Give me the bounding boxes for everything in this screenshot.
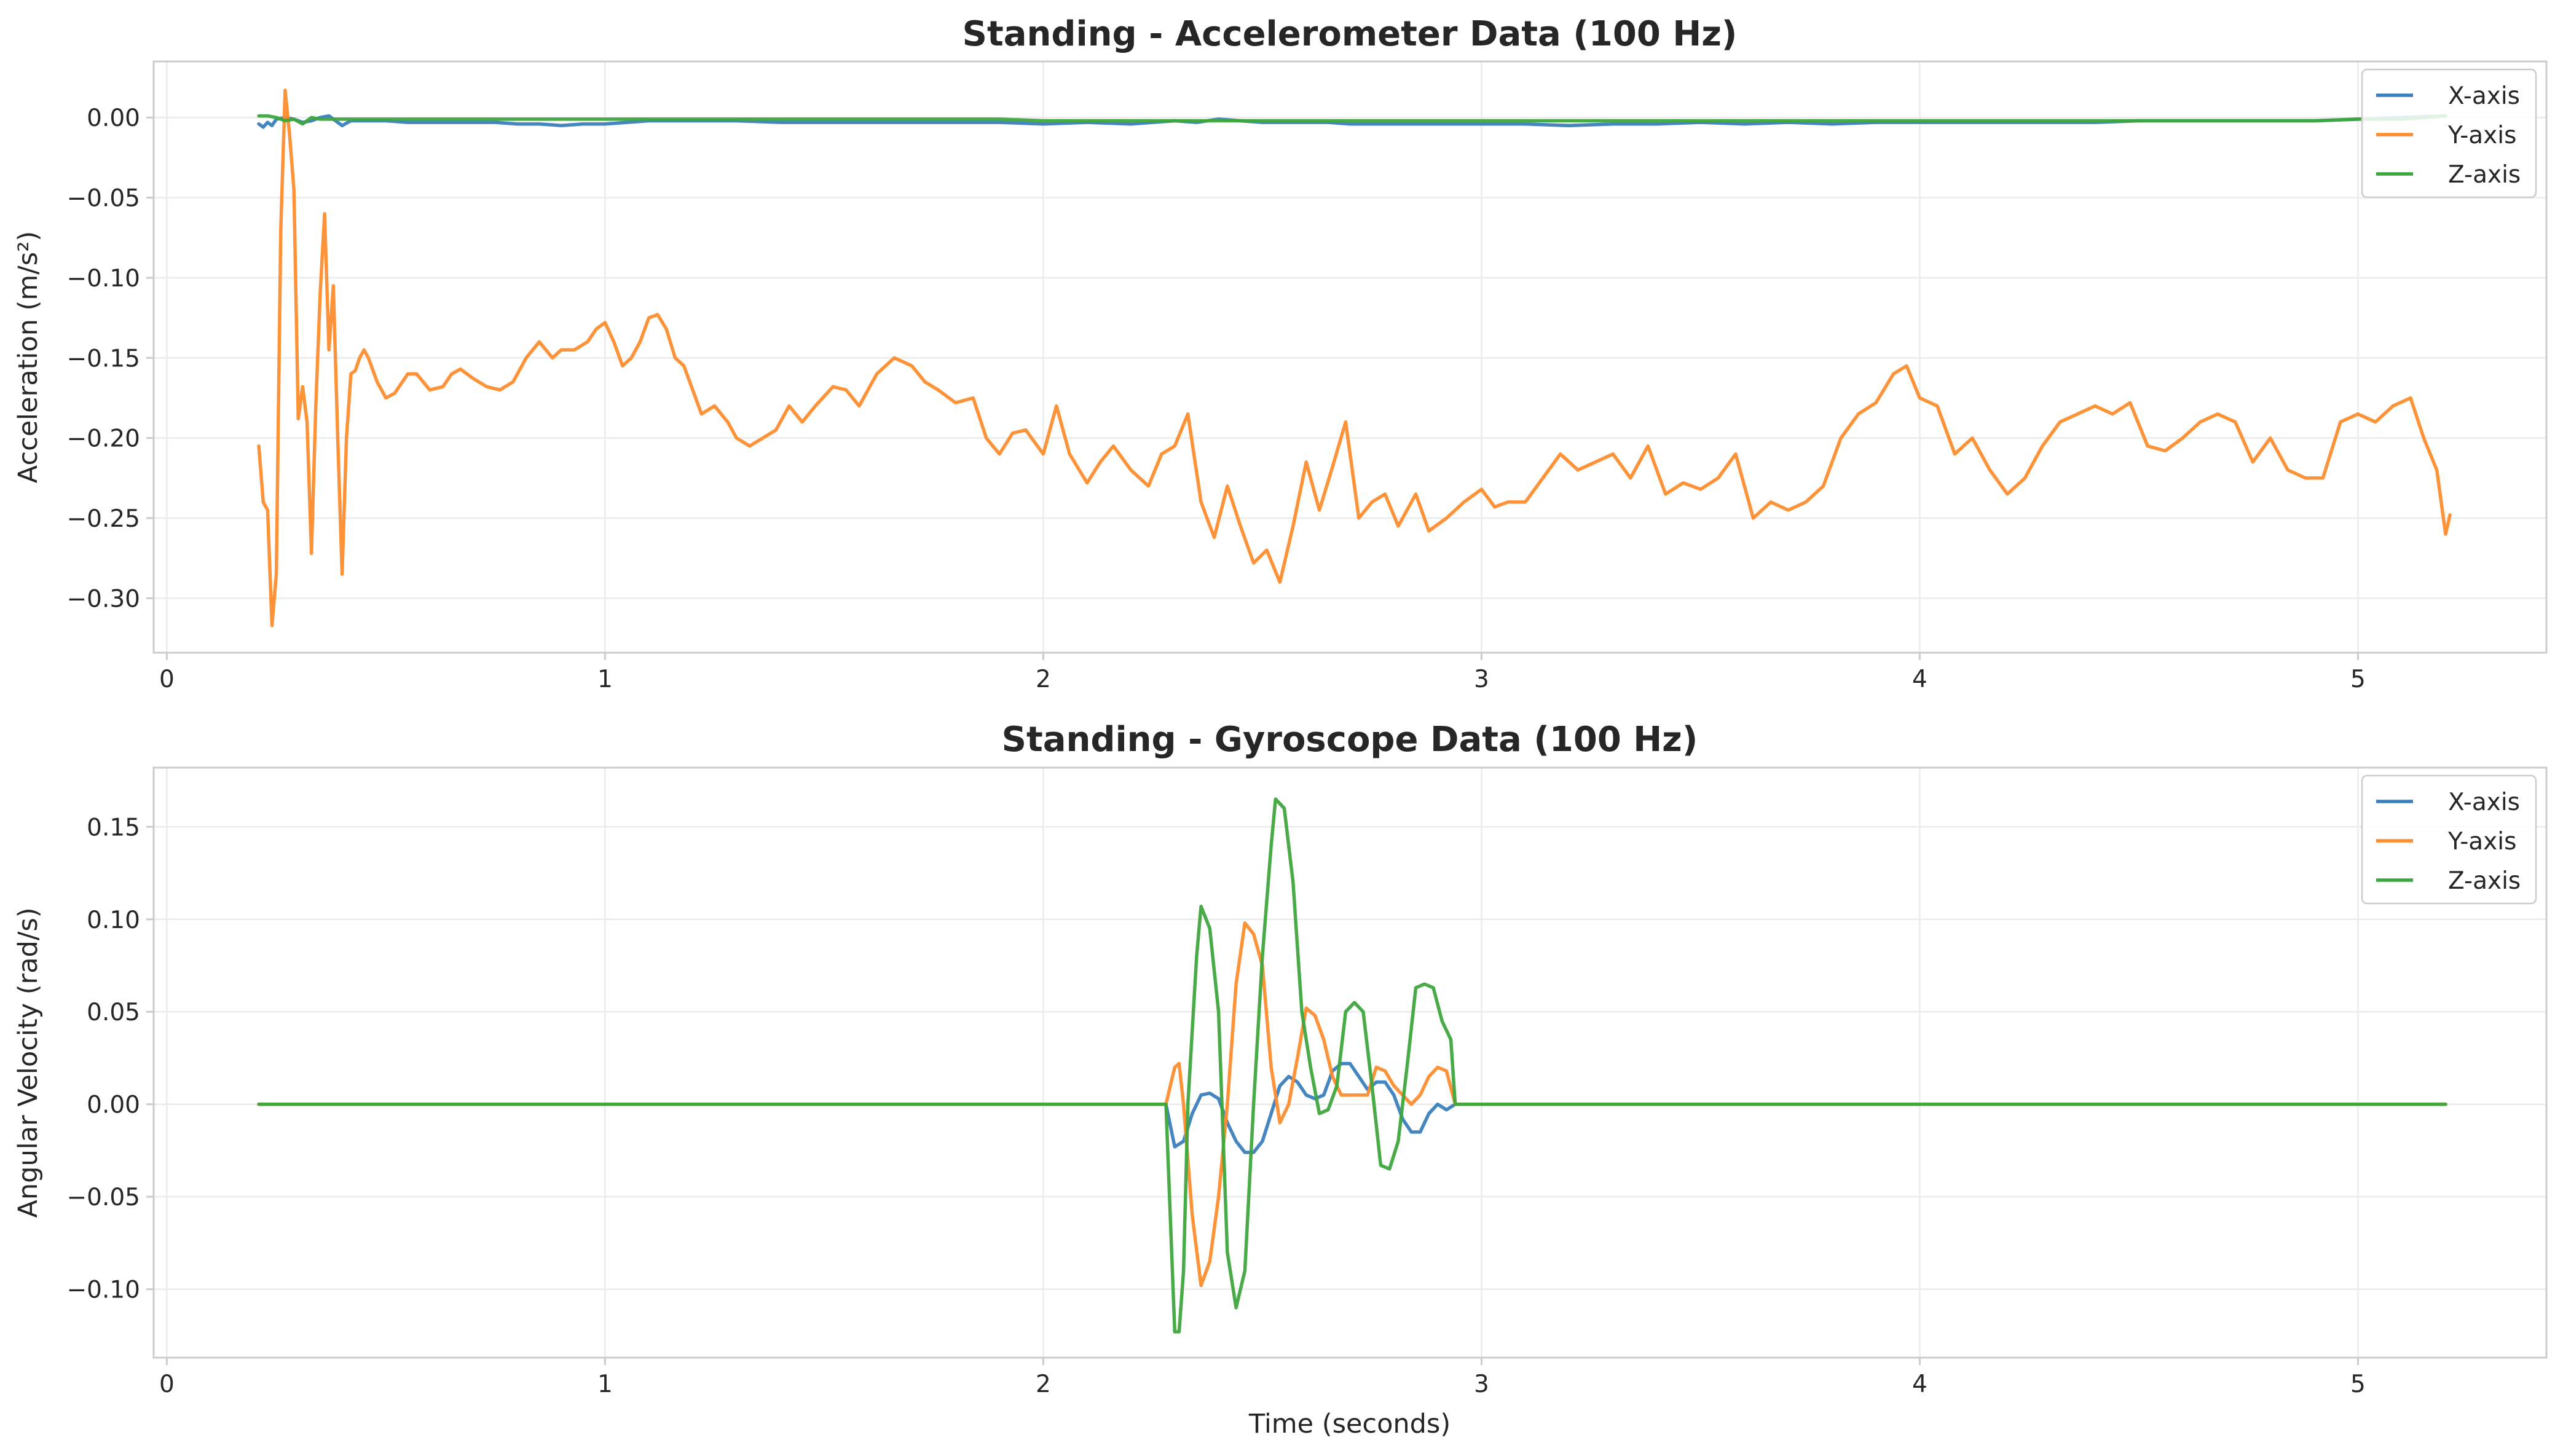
gyroscope-y-tick-label: −0.05 [66, 1184, 140, 1211]
gyroscope-x-tick-label: 4 [1912, 1371, 1927, 1398]
accelerometer-y-tick-label: −0.25 [66, 505, 140, 533]
accelerometer-grid [154, 61, 2546, 653]
gyroscope-plot-frame [152, 766, 2548, 1359]
accelerometer-y-tick-label: −0.10 [66, 265, 140, 293]
accelerometer-legend-label-z: Z-axis [2448, 161, 2521, 189]
gyroscope-x-tick-label: 3 [1474, 1371, 1489, 1398]
accelerometer-legend-label-x: X-axis [2448, 82, 2520, 110]
gyroscope-legend: X-axis Y-axis Z-axis [2361, 774, 2537, 905]
gyroscope-y-axis-label: Angular Velocity (rad/s) [13, 908, 44, 1218]
accelerometer-x-tick-label: 0 [159, 666, 175, 693]
accelerometer-x-tick-label: 5 [2350, 666, 2366, 693]
gyroscope-x-tick-label: 2 [1036, 1371, 1051, 1398]
accelerometer-ticks: 0 1 2 3 4 5 0.00 −0.05 −0.10 −0.15 −0.20 −0.25 −0.30 [66, 104, 2365, 693]
gyroscope-y-tick-label: 0.15 [87, 814, 140, 841]
accelerometer-legend: X-axis Y-axis Z-axis [2361, 68, 2537, 199]
accelerometer-series-y-axis-line [257, 89, 2452, 628]
gyroscope-y-tick-label: 0.05 [87, 999, 140, 1026]
accelerometer-x-tick-label: 2 [1036, 666, 1051, 693]
gyroscope-legend-label-z: Z-axis [2448, 867, 2521, 895]
gyroscope-x-tick-label: 0 [159, 1371, 175, 1398]
gyroscope-ticks: 0 1 2 3 4 5 0.15 0.10 0.05 0.00 −0.05 −0.10 [66, 814, 2365, 1398]
gyroscope-x-axis-label: Time (seconds) [1248, 1409, 1451, 1439]
gyroscope-y-tick-label: −0.10 [66, 1277, 140, 1304]
gyroscope-y-tick-label: 0.00 [87, 1092, 140, 1119]
gyroscope-legend-box [2361, 774, 2537, 905]
gyroscope-y-tick-label: 0.10 [87, 907, 140, 934]
accelerometer-y-tick-label: 0.00 [87, 104, 140, 132]
gyroscope-x-tick-label: 5 [2350, 1371, 2366, 1398]
accelerometer-series [257, 89, 2452, 628]
accelerometer-legend-label-y: Y-axis [2447, 122, 2516, 149]
gyroscope-panel: 0 1 2 3 4 5 0.15 0.10 0.05 0.00 −0.05 −0.10 Standin… [13, 720, 2548, 1439]
gyroscope-x-tick-label: 1 [597, 1371, 613, 1398]
accelerometer-panel: 0 1 2 3 4 5 0.00 −0.05 −0.10 −0.15 −0.20 −0.25 −0.30… [13, 14, 2548, 693]
gyroscope-series-y-axis-line [257, 921, 2447, 1288]
accelerometer-y-axis-label: Acceleration (m/s²) [13, 231, 44, 483]
gyroscope-series [257, 797, 2447, 1334]
accelerometer-x-tick-label: 3 [1474, 666, 1489, 693]
gyroscope-legend-label-y: Y-axis [2447, 828, 2516, 856]
accelerometer-y-tick-label: −0.20 [66, 425, 140, 453]
gyroscope-series-z-axis-line [257, 797, 2447, 1334]
accelerometer-y-tick-label: −0.30 [66, 585, 140, 613]
gyroscope-chart-title: Standing - Gyroscope Data (100 Hz) [1002, 720, 1698, 760]
accelerometer-y-tick-label: −0.15 [66, 345, 140, 372]
accelerometer-series-z-axis-line [257, 114, 2447, 126]
accelerometer-y-tick-label: −0.05 [66, 185, 140, 213]
accelerometer-legend-box [2361, 68, 2537, 199]
gyroscope-legend-label-x: X-axis [2448, 789, 2520, 816]
accelerometer-x-tick-label: 4 [1912, 666, 1927, 693]
accelerometer-chart-title: Standing - Accelerometer Data (100 Hz) [963, 14, 1738, 54]
accelerometer-x-tick-label: 1 [597, 666, 613, 693]
